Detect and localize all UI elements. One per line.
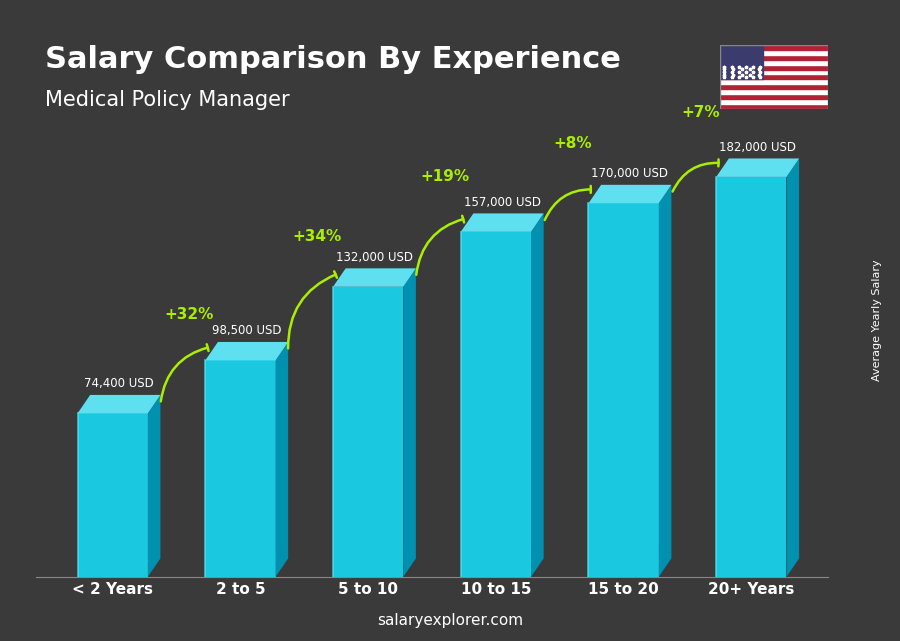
Text: +8%: +8% <box>554 136 592 151</box>
Text: +32%: +32% <box>165 307 214 322</box>
Bar <box>720 54 828 60</box>
Polygon shape <box>333 269 416 287</box>
Bar <box>720 45 763 79</box>
Text: +7%: +7% <box>681 104 719 120</box>
Bar <box>720 69 828 74</box>
Bar <box>205 360 275 577</box>
Bar <box>720 89 828 94</box>
Bar <box>720 94 828 99</box>
Polygon shape <box>403 269 416 577</box>
Bar <box>720 99 828 104</box>
Text: salaryexplorer.com: salaryexplorer.com <box>377 613 523 628</box>
Bar <box>720 50 828 54</box>
Polygon shape <box>205 342 288 360</box>
Text: +34%: +34% <box>292 229 342 244</box>
Polygon shape <box>589 185 671 203</box>
Text: Average Yearly Salary: Average Yearly Salary <box>872 260 883 381</box>
Text: 132,000 USD: 132,000 USD <box>336 251 413 263</box>
Bar <box>720 65 828 69</box>
Bar <box>720 104 828 109</box>
Bar <box>589 203 659 577</box>
Bar <box>720 45 828 50</box>
Polygon shape <box>716 158 799 177</box>
Bar <box>720 60 828 65</box>
Text: +19%: +19% <box>420 169 469 184</box>
Polygon shape <box>275 342 288 577</box>
Polygon shape <box>461 213 544 232</box>
Bar <box>716 177 787 577</box>
Text: 74,400 USD: 74,400 USD <box>84 378 154 390</box>
Text: 157,000 USD: 157,000 USD <box>464 196 541 209</box>
Polygon shape <box>659 185 671 577</box>
Text: 182,000 USD: 182,000 USD <box>719 141 796 154</box>
Polygon shape <box>787 158 799 577</box>
Bar <box>333 287 403 577</box>
Bar <box>461 232 531 577</box>
Polygon shape <box>531 213 544 577</box>
Polygon shape <box>148 395 160 577</box>
Bar <box>720 79 828 85</box>
Text: 170,000 USD: 170,000 USD <box>591 167 669 180</box>
Bar <box>77 413 148 577</box>
Text: Salary Comparison By Experience: Salary Comparison By Experience <box>45 45 621 74</box>
Text: 98,500 USD: 98,500 USD <box>212 324 282 337</box>
Text: Medical Policy Manager: Medical Policy Manager <box>45 90 290 110</box>
Polygon shape <box>77 395 160 413</box>
Bar <box>720 74 828 79</box>
Bar <box>720 85 828 89</box>
